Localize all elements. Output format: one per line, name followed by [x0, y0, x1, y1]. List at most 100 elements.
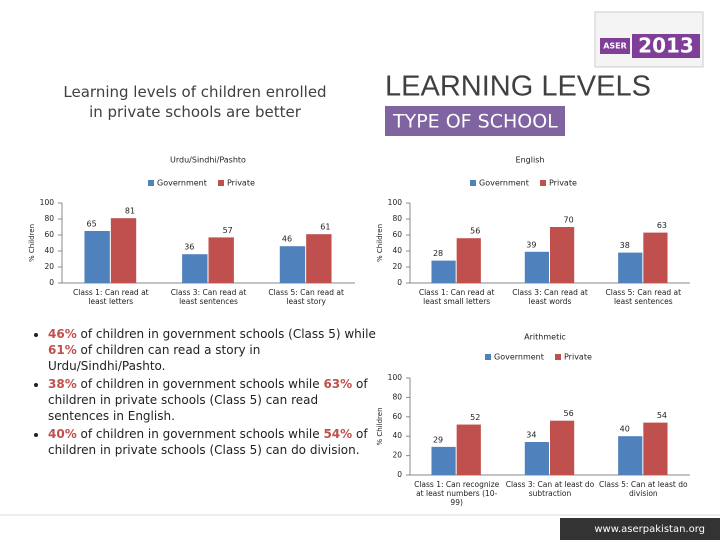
- x-tick-label: Class 5: Can read at least sentences: [605, 288, 682, 306]
- bar: [618, 436, 643, 475]
- legend-label: Private: [227, 179, 255, 188]
- y-tick-label: 80: [392, 214, 402, 223]
- bar: [456, 238, 481, 283]
- value-label: 54: [657, 411, 667, 420]
- bullet-text: of children in government schools while: [76, 427, 324, 441]
- highlight-text: 54%: [323, 427, 353, 441]
- y-tick-label: 100: [388, 198, 403, 207]
- legend-label: Government: [494, 353, 544, 362]
- value-label: 56: [564, 409, 574, 418]
- value-label: 40: [620, 425, 630, 434]
- value-label: 63: [657, 221, 667, 230]
- value-label: 39: [526, 240, 536, 249]
- value-label: 70: [564, 216, 574, 225]
- y-tick-label: 0: [397, 278, 402, 287]
- bar: [550, 420, 575, 475]
- x-tick-label: Class 5: Can read at least story: [268, 288, 344, 306]
- logo-year: 2013: [638, 34, 694, 58]
- bar: [208, 237, 234, 283]
- legend-swatch: [470, 180, 476, 186]
- bullet-text: of children in private schools (Class 5)…: [48, 427, 368, 457]
- y-tick-label: 80: [44, 214, 54, 223]
- slide-subtitle: TYPE OF SCHOOL: [392, 111, 558, 133]
- x-tick-label: Class 3: Can read at least words: [512, 288, 588, 306]
- bullet-text: of children in private schools (Class 5)…: [48, 377, 368, 423]
- x-tick-label: Class 1: Can read at least letters: [73, 288, 149, 306]
- x-tick-label: Class 1: Can read at least small letters: [418, 288, 495, 306]
- footer-band: [560, 518, 720, 540]
- chart-title: English: [516, 156, 545, 165]
- heading: Learning levels of children enrolled in …: [63, 83, 327, 121]
- y-tick-label: 100: [388, 373, 403, 382]
- bullet-list: 46% of children in government schools (C…: [30, 326, 378, 460]
- highlight-text: 61%: [48, 343, 77, 357]
- value-label: 57: [223, 226, 233, 235]
- x-tick-label: Class 3: Can at least do subtraction: [505, 480, 595, 498]
- chart-title: Arithmetic: [524, 333, 566, 342]
- chart-title: Urdu/Sindhi/Pashto: [170, 156, 246, 165]
- legend-swatch: [555, 354, 561, 360]
- y-tick-label: 20: [44, 262, 54, 271]
- legend-swatch: [148, 180, 154, 186]
- slide-title: LEARNING LEVELS: [385, 71, 651, 103]
- value-label: 28: [433, 249, 443, 258]
- bar: [643, 232, 668, 283]
- x-tick-label: Class 3: Can read at least sentences: [170, 288, 247, 306]
- legend-label: Private: [549, 179, 577, 188]
- y-tick-label: 20: [392, 451, 402, 460]
- legend-swatch: [218, 180, 224, 186]
- subtitle-box: [385, 106, 565, 136]
- y-tick-label: 80: [392, 392, 402, 401]
- y-tick-label: 40: [44, 246, 54, 255]
- highlight-text: 46%: [48, 327, 77, 341]
- value-label: 36: [184, 243, 194, 252]
- y-tick-label: 0: [397, 470, 402, 479]
- value-label: 56: [470, 227, 480, 236]
- y-tick-label: 60: [392, 412, 402, 421]
- bullet: 38% of children in government schools wh…: [48, 376, 378, 424]
- bullet-text: of children can read a story in Urdu/Sin…: [48, 343, 261, 373]
- y-tick-label: 20: [392, 262, 402, 271]
- y-tick-label: 40: [392, 246, 402, 255]
- bullet-text: of children in government schools (Class…: [76, 327, 376, 341]
- value-label: 38: [620, 241, 630, 250]
- bar: [431, 260, 456, 283]
- y-axis-label: % Children: [28, 224, 36, 262]
- bar: [643, 422, 668, 475]
- value-label: 46: [282, 235, 292, 244]
- logo-year-box: [632, 34, 700, 58]
- highlight-text: 40%: [48, 427, 77, 441]
- highlight-text: 38%: [48, 377, 77, 391]
- logo-mark: [600, 38, 630, 54]
- legend-label: Private: [564, 353, 592, 362]
- y-tick-label: 40: [392, 431, 402, 440]
- y-axis-label: % Children: [376, 407, 384, 445]
- bar: [84, 231, 110, 283]
- legend-swatch: [485, 354, 491, 360]
- legend-swatch: [540, 180, 546, 186]
- value-label: 34: [526, 431, 536, 440]
- bar: [182, 254, 208, 283]
- bar: [110, 218, 137, 283]
- bar: [279, 246, 306, 283]
- bar: [524, 251, 549, 283]
- bar: [524, 442, 549, 475]
- y-tick-label: 60: [392, 230, 402, 239]
- bullet-text: of children in government schools while: [76, 377, 324, 391]
- y-tick-label: 0: [49, 278, 54, 287]
- value-label: 52: [470, 413, 480, 422]
- highlight-text: 63%: [323, 377, 353, 391]
- logo-name: ASER: [603, 42, 627, 51]
- bullet: 46% of children in government schools (C…: [48, 326, 378, 374]
- value-label: 61: [320, 223, 330, 232]
- bullet: 40% of children in government schools wh…: [48, 426, 378, 458]
- bar: [431, 446, 456, 475]
- footer-url: www.aserpakistan.org: [594, 524, 705, 535]
- bar: [550, 227, 575, 283]
- value-label: 29: [433, 435, 443, 444]
- bar: [618, 252, 643, 283]
- value-label: 65: [87, 220, 97, 229]
- bar: [306, 234, 332, 283]
